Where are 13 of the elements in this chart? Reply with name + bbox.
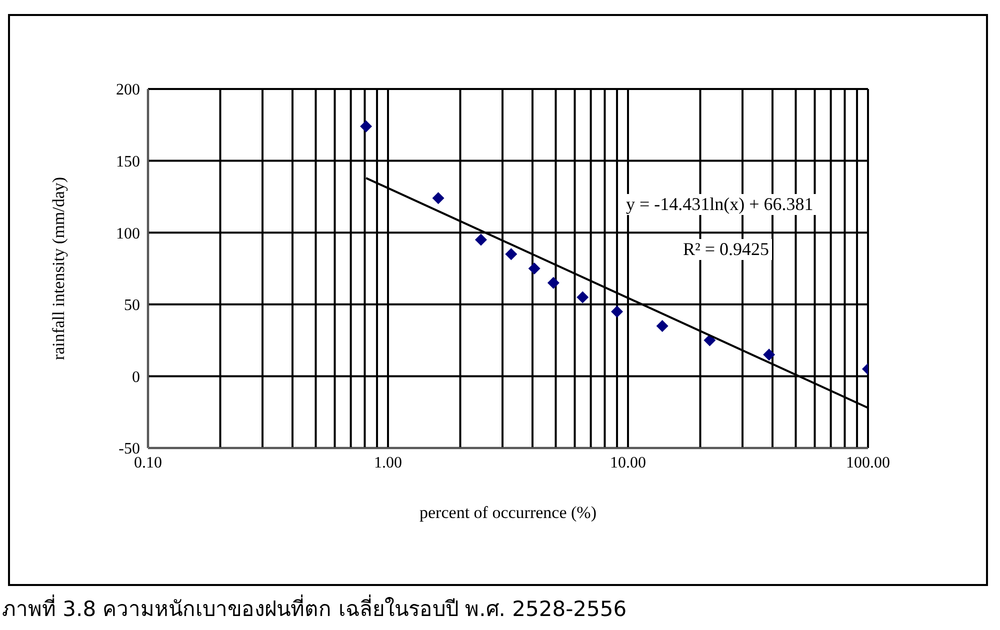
y-axis-title: rainfall intensity (mm/day) xyxy=(49,176,68,360)
y-tick-label: 150 xyxy=(116,153,140,170)
y-tick-label: 0 xyxy=(132,368,140,386)
x-axis-title: percent of occurrence (%) xyxy=(420,503,596,522)
annotation: R² = 0.9425 xyxy=(680,239,772,260)
x-tick-label: 10.00 xyxy=(610,454,646,472)
y-tick-label: 200 xyxy=(116,82,140,99)
x-tick-label: 100.00 xyxy=(846,454,890,472)
text: ภาพที่ 3.8 ความหนักเบาของฝนที่ตก เฉลี่ยในรอบปี พ.ศ. 2528-2556 xyxy=(2,594,627,623)
x-tick-label: 1.00 xyxy=(374,454,402,472)
annotation: y = -14.431ln(x) + 66.381 xyxy=(623,194,816,215)
y-tick-label: 50 xyxy=(124,297,140,314)
y-tick-label: 100 xyxy=(116,225,140,242)
